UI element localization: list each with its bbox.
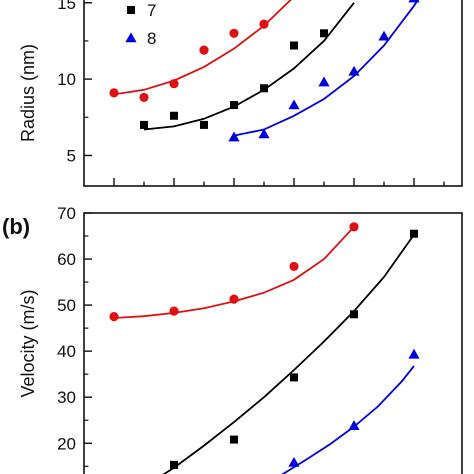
- plot-area: [109, 0, 420, 142]
- data-point: [349, 222, 359, 232]
- data-point: [230, 435, 238, 444]
- data-point: [410, 229, 418, 238]
- data-point: [348, 420, 360, 430]
- data-point: [228, 131, 240, 142]
- series-8: [228, 0, 420, 142]
- fit-curve: [113, 226, 355, 319]
- y-tick-label: 10: [57, 70, 76, 89]
- legend: 78: [125, 1, 156, 48]
- y-tick-label: 60: [57, 250, 76, 269]
- data-point: [378, 30, 390, 41]
- legend-marker: [125, 32, 137, 43]
- data-point: [350, 310, 358, 319]
- data-point: [109, 312, 119, 322]
- plot-area: [109, 222, 420, 474]
- data-point: [169, 306, 179, 316]
- series-group-3: [281, 348, 420, 474]
- y-axis-title: Velocity (m/s): [18, 289, 38, 397]
- y-axis-title: Radius (nm): [18, 44, 38, 142]
- data-point: [140, 120, 148, 129]
- y-tick-label: 5: [67, 146, 76, 165]
- panel-b-velocity: 20 30 40 50 60 70 Velocity (m/s) (b): [2, 204, 463, 474]
- data-point: [170, 460, 178, 469]
- fit-curve: [233, 0, 419, 137]
- fit-curve: [162, 234, 415, 474]
- legend-label: 7: [147, 1, 156, 20]
- data-point: [289, 261, 299, 272]
- panel-label: (b): [2, 214, 30, 239]
- y-tick-label: 15: [57, 0, 76, 13]
- data-point: [290, 373, 298, 382]
- legend-marker: [127, 6, 135, 14]
- fit-curve: [113, 0, 292, 96]
- y-tick-label: 50: [57, 296, 76, 315]
- data-point: [200, 120, 208, 129]
- y-tick-label: 20: [57, 434, 76, 453]
- data-point: [320, 29, 328, 38]
- data-point: [170, 111, 178, 120]
- data-point: [288, 456, 300, 467]
- data-point: [199, 45, 209, 55]
- y-tick-label: 30: [57, 388, 76, 407]
- data-point: [408, 0, 420, 3]
- fit-curve: [143, 2, 355, 131]
- fit-curve: [281, 365, 415, 474]
- data-point: [229, 294, 239, 304]
- data-point: [139, 92, 149, 103]
- data-point: [169, 79, 179, 89]
- data-point: [288, 99, 300, 110]
- data-point: [290, 41, 298, 50]
- data-point: [109, 88, 119, 98]
- legend-label: 8: [147, 29, 156, 48]
- data-point: [408, 348, 420, 359]
- data-point: [318, 76, 330, 87]
- plot-frame: [83, 212, 463, 474]
- y-tick-label: 70: [57, 204, 76, 223]
- series-7: [140, 2, 355, 131]
- series-group-2: [162, 229, 418, 474]
- data-point: [259, 19, 269, 29]
- data-point: [260, 84, 268, 93]
- y-tick-label: 40: [57, 342, 76, 361]
- series-group-1: [109, 0, 292, 103]
- data-point: [258, 128, 270, 139]
- data-point: [229, 28, 239, 38]
- plot-frame: [83, 0, 463, 187]
- data-point: [230, 101, 238, 110]
- series-group-1: [109, 222, 359, 322]
- data-point: [348, 65, 360, 76]
